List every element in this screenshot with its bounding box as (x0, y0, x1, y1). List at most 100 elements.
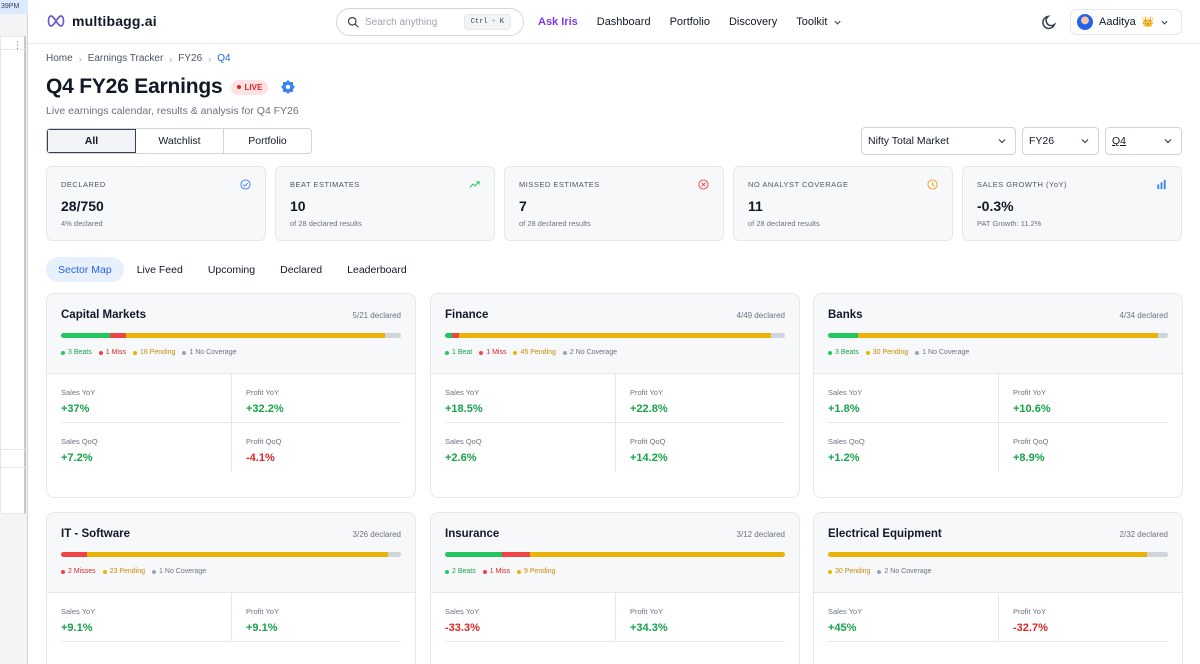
sector-legend: 1 Beat 1 Miss 45 Pending 2 No Coverage (445, 349, 617, 356)
legend-dot-icon (98, 350, 103, 355)
sector-card[interactable]: Capital Markets 5/21 declared 3 Beats 1 Mis… (46, 293, 416, 498)
sector-card[interactable]: Insurance 3/12 declared 2 Beats 1 Miss 9 Pen… (430, 512, 800, 664)
sector-declared-count: 2/32 declared (1119, 530, 1168, 539)
stat-value: 28/750 (61, 198, 104, 214)
tab-upcoming[interactable]: Upcoming (207, 263, 256, 276)
legend-text: 2 Misses (68, 568, 96, 575)
legend-text: 1 No Coverage (189, 349, 237, 356)
quarter-select[interactable]: Q4 (1105, 127, 1182, 155)
metric-value: +34.3% (630, 622, 668, 634)
infinity-logo-icon (47, 15, 65, 27)
dark-mode-moon-icon[interactable] (1040, 12, 1060, 32)
sector-metrics: Sales YoY +18.5% Profit YoY +22.8% Sales QoQ… (431, 374, 799, 472)
x-circle-icon (698, 179, 709, 190)
progress-segment-beat (445, 552, 502, 557)
metric-value: -33.3% (445, 622, 480, 634)
metric-label: Sales QoQ (445, 437, 482, 446)
stat-label: SALES GROWTH (YoY) (977, 180, 1067, 189)
sector-card-header: IT - Software 3/26 declared 2 Misses 23 Pen… (47, 513, 415, 593)
sector-progress-bar (61, 552, 401, 557)
progress-segment-pending (87, 552, 388, 557)
breadcrumb-fy26[interactable]: FY26 (178, 53, 203, 64)
market-select[interactable]: Nifty Total Market (861, 127, 1016, 155)
sector-name: Capital Markets (61, 309, 147, 321)
chevron-right-icon: › (169, 53, 173, 64)
legend-item-pending: 9 Pending (516, 568, 556, 575)
legend-dot-icon (513, 350, 518, 355)
verified-badge-icon[interactable] (280, 79, 296, 95)
tab-leaderboard[interactable]: Leaderboard (347, 263, 407, 276)
metric-label: Profit YoY (630, 607, 663, 616)
progress-segment-nocov (1158, 333, 1168, 338)
metric-profit-qoq: Profit QoQ -4.1% (231, 423, 401, 472)
metric-value: +9.1% (246, 622, 278, 634)
bar-chart-icon (1157, 179, 1166, 190)
legend-text: 16 Pending (139, 349, 176, 356)
sector-card[interactable]: Banks 4/34 declared 3 Beats 30 Pending 1 No … (813, 293, 1183, 498)
legend-text: 3 Beats (835, 349, 859, 356)
sector-progress-bar (445, 552, 785, 557)
tab-live-feed[interactable]: Live Feed (136, 263, 183, 276)
legend-item-pending: 30 Pending (865, 349, 908, 356)
nav-link-portfolio[interactable]: Portfolio (669, 16, 710, 28)
search-box[interactable]: Ctrl + K (336, 8, 524, 36)
metric-value: +32.2% (246, 403, 284, 415)
progress-segment-miss (109, 333, 126, 338)
sector-metrics: Sales YoY +45% Profit YoY -32.7% (814, 593, 1182, 642)
segment-watchlist[interactable]: Watchlist (136, 129, 224, 153)
progress-segment-nocov (771, 333, 785, 338)
sector-card[interactable]: Finance 4/49 declared 1 Beat 1 Miss 45 Pendi… (430, 293, 800, 498)
sector-metrics: Sales YoY +9.1% Profit YoY +9.1% (47, 593, 415, 642)
legend-item-beat: 3 Beats (828, 349, 859, 356)
legend-item-miss: 1 Miss (98, 349, 126, 356)
breadcrumb-home[interactable]: Home (46, 53, 73, 64)
breadcrumb-earnings-tracker[interactable]: Earnings Tracker (87, 53, 164, 64)
segment-all[interactable]: All (47, 129, 136, 153)
metric-value: +14.2% (630, 452, 668, 464)
metric-value: +1.8% (828, 403, 860, 415)
nav-link-discovery[interactable]: Discovery (728, 16, 778, 28)
sector-card[interactable]: IT - Software 3/26 declared 2 Misses 23 Pen… (46, 512, 416, 664)
nav-link-ask-iris[interactable]: Ask Iris (538, 16, 578, 28)
legend-text: 45 Pending (520, 349, 556, 356)
metric-value: +7.2% (61, 452, 93, 464)
legend-item-pending: 45 Pending (513, 349, 556, 356)
sector-progress-bar (828, 552, 1168, 557)
metric-profit-yoy: Profit YoY -32.7% (998, 593, 1168, 642)
legend-item-nocov: 1 No Coverage (152, 568, 206, 575)
sector-card[interactable]: Electrical Equipment 2/32 declared 30 Pend… (813, 512, 1183, 664)
legend-text: 3 Beats (68, 349, 92, 356)
metric-label: Sales QoQ (828, 437, 865, 446)
tab-declared[interactable]: Declared (280, 263, 323, 276)
sector-declared-count: 5/21 declared (352, 311, 401, 320)
sector-declared-count: 4/34 declared (1119, 311, 1168, 320)
kebab-menu-icon[interactable]: ⋮ (13, 40, 22, 50)
legend-item-nocov: 1 No Coverage (182, 349, 237, 356)
segment-portfolio[interactable]: Portfolio (248, 135, 287, 147)
metric-label: Profit QoQ (1013, 437, 1049, 446)
stat-card-sales-growth: SALES GROWTH (YoY) -0.3% PAT Growth: 11.… (962, 166, 1182, 241)
metric-value: -32.7% (1013, 622, 1048, 634)
brand-logo[interactable]: multibagg.ai (46, 12, 157, 30)
stat-card-declared: DECLARED 28/750 4% declared (46, 166, 266, 241)
metric-label: Profit YoY (1013, 388, 1046, 397)
tab-sector-map[interactable]: Sector Map (46, 257, 124, 282)
metric-sales-qoq: Sales QoQ +7.2% (61, 423, 231, 472)
sector-progress-bar (828, 333, 1168, 338)
nav-link-dashboard[interactable]: Dashboard (596, 16, 651, 28)
search-icon (347, 16, 359, 28)
legend-dot-icon (445, 350, 449, 355)
search-input[interactable] (365, 16, 457, 28)
chevron-right-icon: › (78, 53, 82, 64)
sector-name: Banks (828, 309, 863, 321)
kbd-plus: + (491, 18, 496, 26)
legend-dot-icon (915, 350, 920, 355)
fy-select[interactable]: FY26 (1022, 127, 1099, 155)
metric-profit-yoy: Profit YoY +32.2% (231, 374, 401, 423)
stat-sub: of 28 declared results (748, 219, 820, 228)
sector-metrics: Sales YoY -33.3% Profit YoY +34.3% (431, 593, 799, 642)
progress-segment-nocov (387, 552, 401, 557)
nav-link-toolkit[interactable]: Toolkit (796, 16, 842, 28)
user-menu[interactable]: Aaditya 👑 (1070, 9, 1182, 35)
stat-sub: of 28 declared results (519, 219, 591, 228)
